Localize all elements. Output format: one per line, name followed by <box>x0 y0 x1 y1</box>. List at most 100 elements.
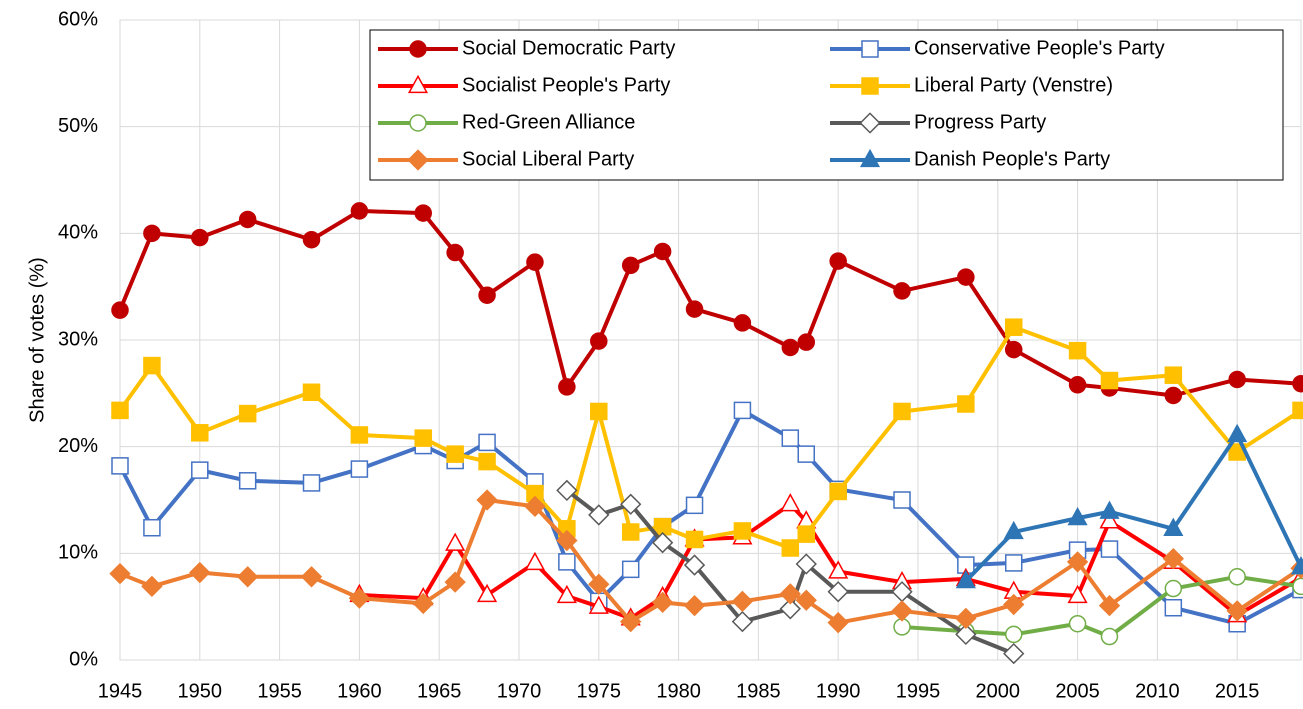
marker <box>238 210 257 229</box>
y-tick-label: 20% <box>58 435 98 457</box>
series <box>349 493 1303 626</box>
marker <box>828 560 849 579</box>
x-tick-label: 1975 <box>577 680 622 702</box>
x-tick-label: 1955 <box>257 680 302 702</box>
x-tick-label: 1995 <box>896 680 941 702</box>
marker <box>1100 540 1119 558</box>
marker <box>143 224 161 243</box>
x-tick-label: 1990 <box>816 680 861 702</box>
marker <box>1227 423 1248 443</box>
marker <box>620 610 642 633</box>
marker <box>238 404 257 423</box>
legend-label: Red-Green Alliance <box>462 111 635 133</box>
marker <box>829 482 847 501</box>
marker <box>1290 556 1303 575</box>
marker <box>955 569 976 589</box>
y-tick-label: 40% <box>58 222 98 244</box>
legend-item: Danish People's Party <box>830 148 1110 170</box>
legend-item: Conservative People's Party <box>830 37 1165 59</box>
marker <box>1228 370 1246 389</box>
marker <box>731 590 754 612</box>
x-tick-label: 1980 <box>656 680 701 702</box>
marker <box>446 445 464 463</box>
marker <box>1098 594 1121 617</box>
marker <box>444 571 466 593</box>
marker <box>143 356 161 375</box>
legend-item: Social Democratic Party <box>378 37 675 59</box>
marker <box>350 202 369 220</box>
marker <box>348 587 371 609</box>
marker <box>476 583 498 603</box>
marker <box>795 589 817 611</box>
marker <box>829 252 847 270</box>
marker <box>1067 584 1088 604</box>
marker <box>859 148 881 168</box>
marker <box>1292 577 1303 596</box>
marker <box>797 445 816 463</box>
marker <box>733 522 752 540</box>
legend-item: Red-Green Alliance <box>378 111 635 133</box>
series <box>109 489 1303 634</box>
marker <box>446 243 464 262</box>
marker <box>1164 579 1183 598</box>
marker <box>861 40 879 58</box>
marker <box>1004 318 1023 336</box>
marker <box>621 560 640 579</box>
marker <box>651 591 674 614</box>
marker <box>556 529 578 552</box>
marker <box>524 551 546 571</box>
marker <box>445 532 466 551</box>
marker <box>1004 625 1023 644</box>
legend-item: Socialist People's Party <box>378 74 670 96</box>
y-tick-label: 0% <box>69 648 98 670</box>
legend-item: Progress Party <box>830 111 1046 134</box>
marker <box>653 242 672 261</box>
series <box>111 202 1303 405</box>
marker <box>141 575 163 598</box>
marker <box>526 253 544 271</box>
legend-label: Danish People's Party <box>914 148 1110 170</box>
marker <box>893 491 911 509</box>
marker <box>109 562 131 585</box>
series <box>111 401 1303 633</box>
marker <box>302 383 321 402</box>
marker <box>143 518 161 537</box>
legend-box <box>369 29 1284 181</box>
legend-label: Social Liberal Party <box>462 148 634 170</box>
marker <box>621 256 640 275</box>
legend-label: Socialist People's Party <box>462 74 670 96</box>
marker <box>300 566 323 588</box>
marker <box>859 112 881 134</box>
marker <box>1162 548 1184 570</box>
marker <box>556 584 577 604</box>
marker <box>478 286 496 304</box>
marker <box>478 433 496 452</box>
marker <box>414 204 432 222</box>
marker <box>238 472 257 490</box>
marker <box>1003 593 1025 616</box>
marker <box>893 282 911 300</box>
marker <box>588 504 610 526</box>
marker <box>683 554 706 576</box>
marker <box>1004 340 1023 359</box>
marker <box>685 300 704 318</box>
marker <box>651 532 674 554</box>
marker <box>861 77 879 95</box>
marker <box>590 402 608 421</box>
marker <box>1226 600 1248 622</box>
marker <box>1164 598 1183 617</box>
marker <box>797 525 816 543</box>
y-tick-label: 60% <box>58 8 98 30</box>
marker <box>621 523 640 541</box>
legend-label: Social Democratic Party <box>462 37 675 59</box>
marker <box>1099 500 1120 519</box>
marker <box>620 493 642 515</box>
x-tick-label: 2000 <box>976 680 1021 702</box>
marker <box>1003 642 1025 665</box>
x-tick-label: 1965 <box>417 680 462 702</box>
marker <box>827 581 849 603</box>
series <box>111 318 1303 557</box>
marker <box>476 489 498 511</box>
marker <box>558 378 576 396</box>
